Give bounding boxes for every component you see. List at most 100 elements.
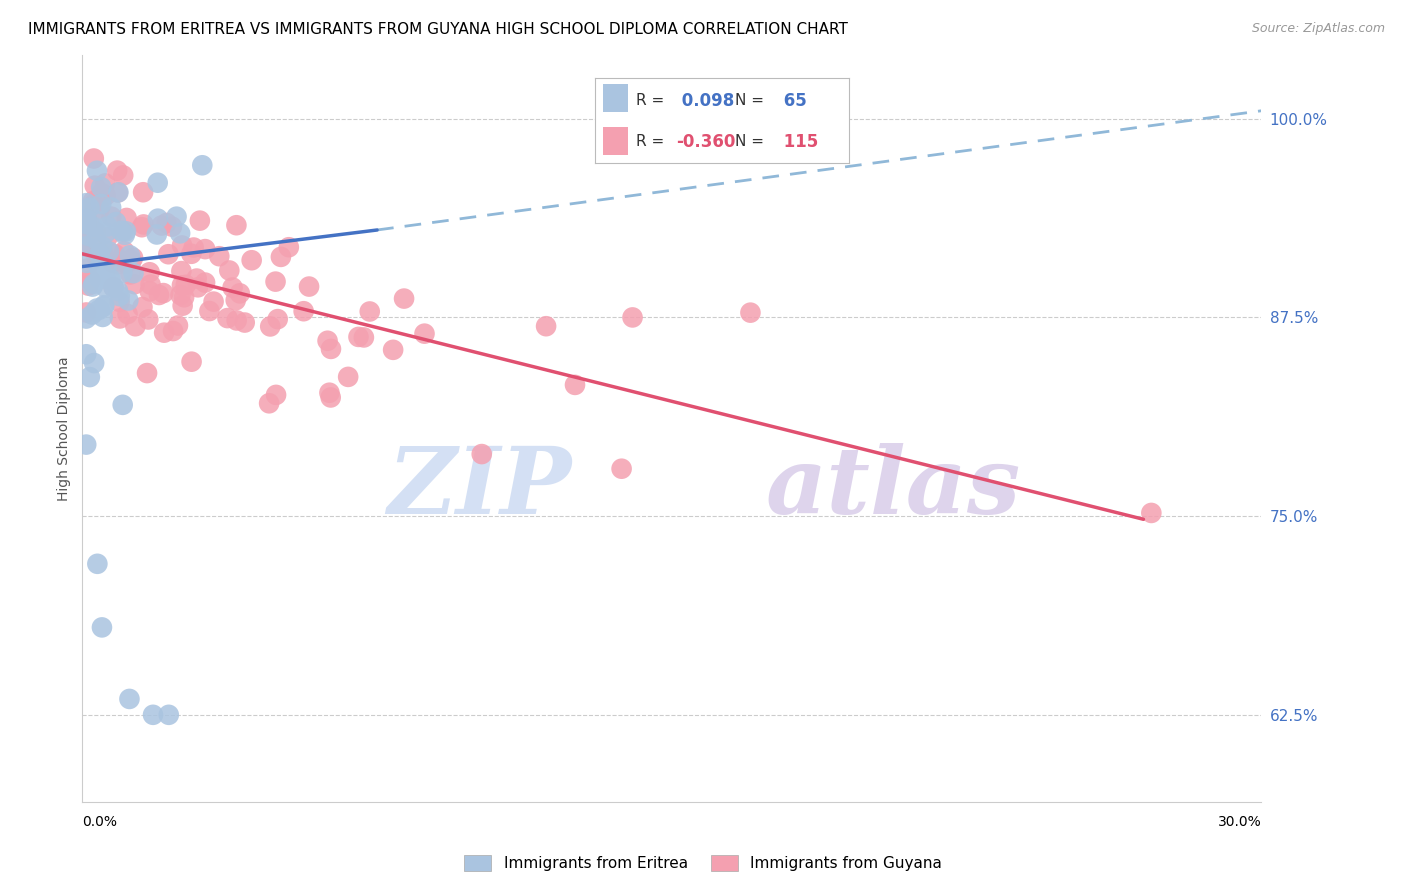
Text: atlas: atlas [766,443,1021,533]
Point [104,247,127,261]
Point [131,300,153,314]
Point [319,342,342,356]
Point [75,305,97,319]
Point [94,271,117,285]
Point [93,249,115,263]
Point [93,298,115,312]
Point [353,330,375,344]
Point [117,307,139,321]
Point [172,299,194,313]
Point [90,264,112,278]
Point [170,278,193,293]
Point [150,219,173,233]
Point [83,152,105,166]
Point [198,304,221,318]
Point [319,391,342,405]
Point [157,247,180,261]
Point [157,707,180,722]
Point [75,311,97,326]
Point [146,211,169,226]
Point [75,347,97,361]
Text: IMMIGRANTS FROM ERITREA VS IMMIGRANTS FROM GUYANA HIGH SCHOOL DIPLOMA CORRELATIO: IMMIGRANTS FROM ERITREA VS IMMIGRANTS FR… [28,22,848,37]
Point [162,324,184,338]
Point [75,228,97,243]
Y-axis label: High School Diploma: High School Diploma [58,357,72,501]
Point [318,385,340,400]
Point [120,268,142,282]
Point [100,210,122,224]
Point [229,286,252,301]
Point [1140,506,1163,520]
Point [413,326,436,341]
Point [180,247,202,261]
Point [169,288,191,302]
Point [217,311,239,326]
Point [139,277,162,292]
Point [259,319,281,334]
Point [142,707,165,722]
Point [169,227,191,241]
Point [83,196,105,211]
Point [225,313,247,327]
Point [153,326,176,340]
Point [267,312,290,326]
Point [75,240,97,254]
Point [111,225,134,239]
Point [610,461,633,475]
Point [170,238,193,252]
Point [94,177,117,191]
Point [86,301,108,316]
Point [121,253,143,268]
Point [86,213,108,227]
Point [621,310,644,325]
Point [107,284,129,298]
Point [94,226,117,240]
Point [76,256,98,270]
Point [93,299,115,313]
Point [107,257,129,271]
Point [146,227,169,242]
Point [187,280,209,294]
Point [89,271,111,285]
Point [77,229,100,244]
Point [84,225,107,239]
Point [118,248,141,262]
Point [148,288,170,302]
Point [740,306,762,320]
Point [183,241,205,255]
Point [194,276,217,290]
Point [174,277,197,292]
Point [77,278,100,293]
Point [111,398,134,412]
Point [82,308,104,322]
Point [132,218,155,232]
Text: Source: ZipAtlas.com: Source: ZipAtlas.com [1251,22,1385,36]
Point [105,163,128,178]
Point [298,279,321,293]
Point [108,294,131,309]
Point [138,265,160,279]
Point [124,319,146,334]
Point [89,245,111,260]
Point [108,311,131,326]
Point [82,279,104,293]
Point [75,196,97,211]
Point [166,210,188,224]
Point [139,285,162,299]
Point [117,293,139,308]
Point [75,235,97,250]
Point [98,244,121,259]
Point [101,256,124,270]
Point [75,239,97,253]
Point [534,319,557,334]
Point [114,227,136,242]
Point [82,194,104,209]
Point [76,261,98,276]
Point [97,230,120,244]
Point [359,304,381,318]
Point [186,271,208,285]
Point [94,188,117,202]
Point [270,250,292,264]
Text: ZIP: ZIP [388,443,572,533]
Point [316,334,339,348]
